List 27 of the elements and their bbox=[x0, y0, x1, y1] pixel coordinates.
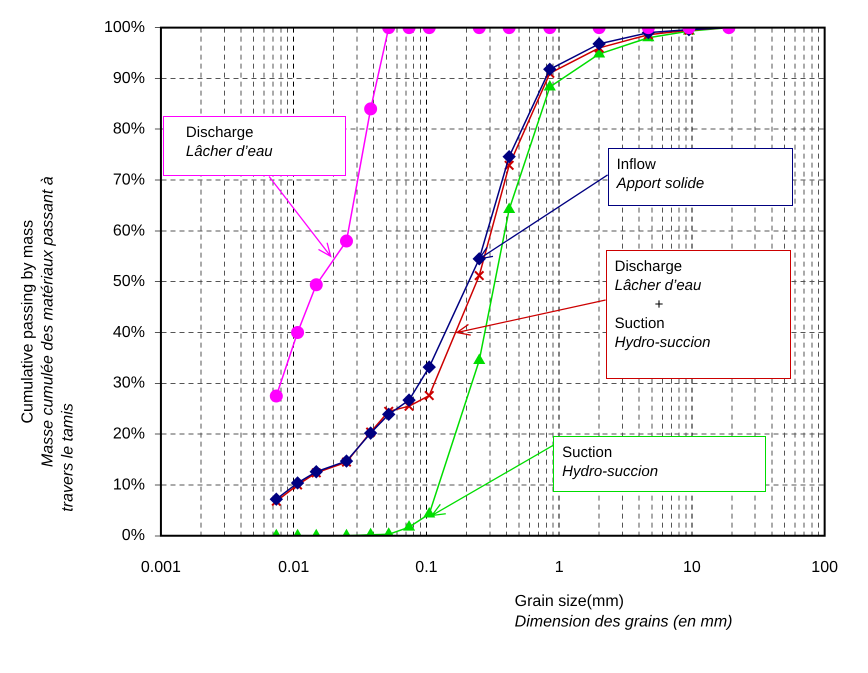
callout-box: Inflow Apport solide bbox=[608, 148, 793, 206]
y-tick-label: 10% bbox=[112, 476, 145, 494]
x-tick-label: 100 bbox=[811, 558, 838, 576]
y-tick-label: 70% bbox=[112, 171, 145, 188]
x-tick-label: 0.001 bbox=[140, 558, 182, 576]
y-tick-label: 90% bbox=[112, 70, 145, 87]
y-tick-label: 60% bbox=[112, 222, 145, 240]
annotation: Discharge Lâcher d’eau + Suction Hydro-succion bbox=[614, 257, 712, 352]
annotation: Suction Hydro-succion bbox=[562, 442, 660, 481]
callout-box: Suction Hydro-succion bbox=[553, 436, 766, 492]
y-axis-title: Cumulative passing by mass Masse cumulée des matériaux passant à travers le tamis bbox=[19, 176, 76, 512]
y-tick-label: 30% bbox=[112, 374, 145, 392]
x-axis-title: Grain size(mm) Dimension des grains (en mm) bbox=[514, 593, 733, 630]
annotation: Inflow Apport solide bbox=[616, 155, 706, 194]
y-tick-label: 80% bbox=[112, 120, 145, 138]
callout-box: Discharge Lâcher d’eau + Suction Hydro-succion bbox=[606, 250, 792, 380]
x-tick-label: 1 bbox=[554, 558, 564, 576]
annotation: Discharge Lâcher d’eau bbox=[186, 122, 274, 161]
y-tick-label: 20% bbox=[112, 426, 145, 443]
x-tick-label: 0.01 bbox=[278, 558, 310, 576]
x-tick-label: 0.1 bbox=[415, 558, 438, 576]
x-tick-label: 10 bbox=[683, 558, 701, 576]
y-tick-label: 100% bbox=[104, 19, 145, 36]
y-tick-label: 40% bbox=[112, 324, 145, 341]
y-tick-label: 0% bbox=[122, 527, 145, 544]
callout-box: Discharge Lâcher d’eau bbox=[162, 116, 346, 176]
y-tick-label: 50% bbox=[112, 273, 145, 290]
